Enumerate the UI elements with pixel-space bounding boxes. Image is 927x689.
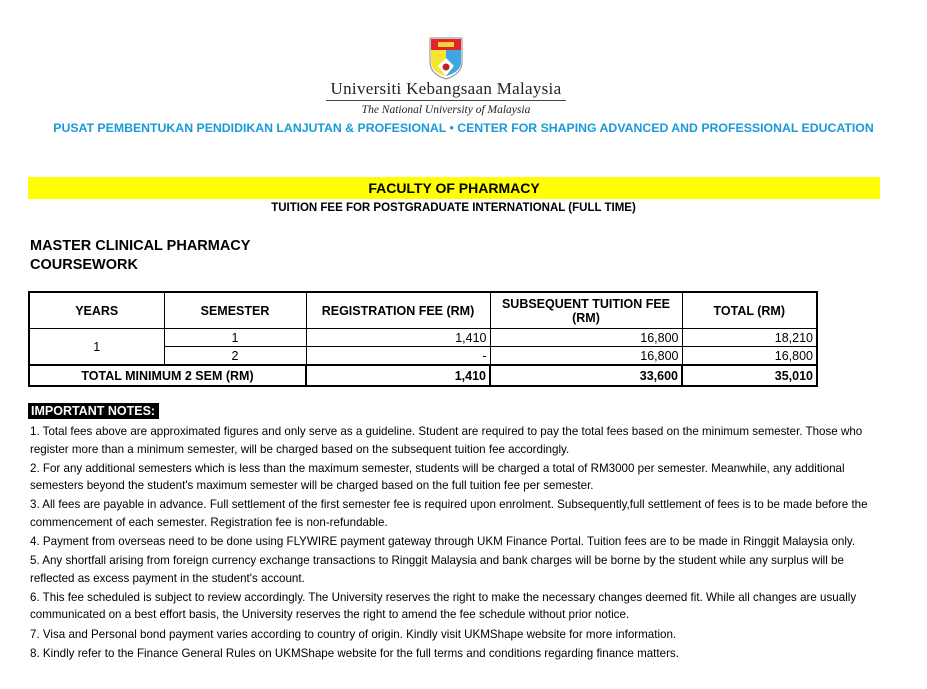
total-overall: 35,010: [681, 364, 818, 387]
total-cell: 16,800: [681, 346, 818, 366]
col-header-semester: SEMESTER: [163, 291, 307, 329]
note-item: 1. Total fees above are approximated fig…: [30, 425, 863, 456]
registration-cell: 1,410: [305, 328, 491, 347]
tuition-cell: 16,800: [489, 328, 683, 347]
notes-heading: IMPORTANT NOTES:: [28, 403, 160, 419]
note-item: 3. All fees are payable in advance. Full…: [30, 498, 868, 529]
col-header-registration: REGISTRATION FEE (RM): [305, 291, 491, 329]
fee-table: YEARS SEMESTER REGISTRATION FEE (RM) SUB…: [28, 291, 818, 387]
total-label: TOTAL MINIMUM 2 SEM (RM): [28, 364, 307, 387]
fee-subtitle: TUITION FEE FOR POSTGRADUATE INTERNATION…: [271, 202, 636, 214]
notes-list: 1. Total fees above are approximated fig…: [30, 423, 890, 664]
university-name: Universiti Kebangsaan Malaysia: [326, 79, 566, 101]
semester-cell: 1: [163, 328, 307, 347]
year-cell: 1: [28, 328, 165, 366]
note-item: 4. Payment from overseas need to be done…: [30, 535, 856, 549]
note-item: 8. Kindly refer to the Finance General R…: [30, 646, 679, 660]
note-item: 6. This fee scheduled is subject to revi…: [30, 590, 857, 622]
total-cell: 18,210: [681, 328, 818, 347]
note-item: 7. Visa and Personal bond payment varies…: [30, 627, 677, 641]
programme-mode: COURSEWORK: [30, 257, 138, 273]
semester-cell: 2: [163, 346, 307, 366]
note-item: 2. For any additional semesters which is…: [30, 461, 845, 493]
tuition-cell: 16,800: [489, 346, 683, 366]
registration-cell: -: [305, 346, 491, 366]
table-row: 1 1 1,410 16,800 18,210: [28, 328, 818, 366]
programme-title: MASTER CLINICAL PHARMACY COURSEWORK: [30, 237, 250, 275]
programme-name: MASTER CLINICAL PHARMACY: [30, 238, 251, 254]
col-header-years: YEARS: [28, 291, 165, 329]
col-header-tuition: SUBSEQUENT TUITION FEE (RM): [489, 291, 683, 329]
col-header-total: TOTAL (RM): [681, 291, 818, 329]
total-tuition: 33,600: [489, 364, 683, 387]
university-tagline: The National University of Malaysia: [361, 104, 531, 116]
table-total-row: TOTAL MINIMUM 2 SEM (RM) 1,410 33,600 35…: [28, 364, 818, 387]
note-item: 5. Any shortfall arising from foreign cu…: [30, 554, 844, 585]
table-header-row: YEARS SEMESTER REGISTRATION FEE (RM) SUB…: [28, 291, 818, 329]
total-registration: 1,410: [305, 364, 491, 387]
center-name: PUSAT PEMBENTUKAN PENDIDIKAN LANJUTAN & …: [53, 121, 874, 135]
faculty-title: FACULTY OF PHARMACY: [28, 177, 880, 199]
ukm-crest-logo: [429, 37, 463, 80]
